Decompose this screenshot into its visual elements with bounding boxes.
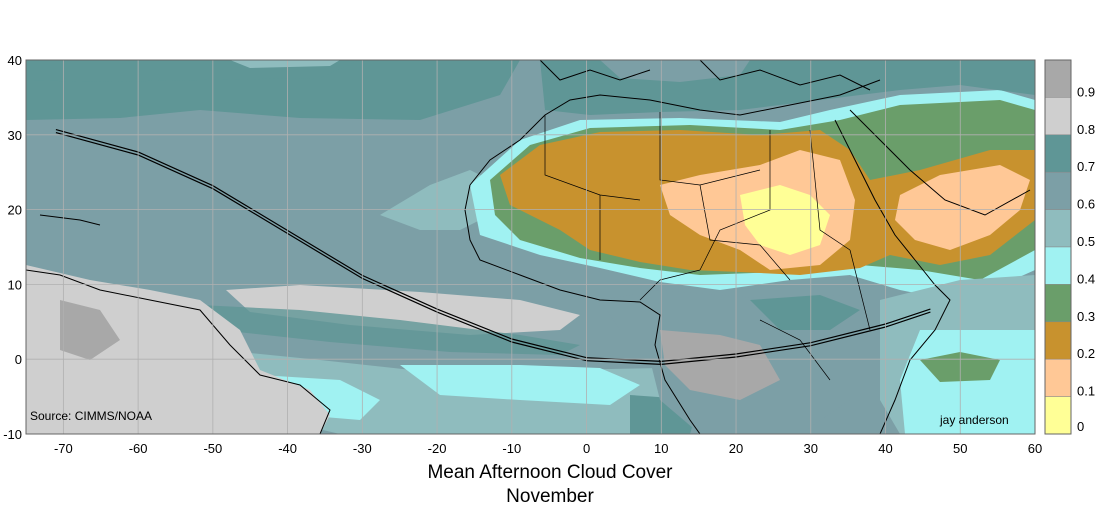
legend-swatch xyxy=(1044,59,1072,98)
x-tick-label: 50 xyxy=(953,441,967,456)
color-legend: 0.9 0.8 0.7 0.6 0.5 0.4 0.3 0.2 0.1 0 xyxy=(1044,59,1095,435)
x-tick-label: -50 xyxy=(203,441,222,456)
x-tick-label: -30 xyxy=(353,441,372,456)
region-itcz-grey xyxy=(226,285,580,335)
map-subtitle: November xyxy=(506,486,594,507)
x-tick-label: -10 xyxy=(502,441,521,456)
legend-swatch xyxy=(1044,171,1072,210)
x-tick-label: -70 xyxy=(54,441,73,456)
y-tick-label: 30 xyxy=(8,128,22,143)
legend-swatch xyxy=(1044,97,1072,136)
region-south-america-dark xyxy=(60,300,120,360)
legend-label: 0.8 xyxy=(1077,122,1095,137)
region-south-atlantic-cyan-2 xyxy=(400,365,640,405)
region-central-africa-dark xyxy=(660,330,780,400)
legend-label: 0.7 xyxy=(1077,159,1095,174)
x-tick-label: 0 xyxy=(583,441,590,456)
legend-swatch xyxy=(1044,284,1072,323)
x-tick-label: 60 xyxy=(1028,441,1042,456)
legend-label: 0.3 xyxy=(1077,309,1095,324)
x-tick-label: 30 xyxy=(804,441,818,456)
source-label: Source: CIMMS/NOAA xyxy=(30,409,152,423)
region-central-africa-mid xyxy=(750,295,860,330)
region-europe xyxy=(600,60,750,82)
legend-swatch xyxy=(1044,209,1072,248)
x-tick-label: 40 xyxy=(878,441,892,456)
region-north-light-band xyxy=(230,60,340,68)
coastlines xyxy=(26,60,1031,434)
y-tick-label: 40 xyxy=(8,53,22,68)
x-tick-label: -60 xyxy=(129,441,148,456)
x-tick-label: -20 xyxy=(428,441,447,456)
legend-frame xyxy=(1044,59,1072,435)
y-tick-label: 10 xyxy=(8,277,22,292)
legend-swatch xyxy=(1044,246,1072,285)
map-plot-area xyxy=(26,60,1035,434)
y-tick-label: -10 xyxy=(3,427,22,442)
region-sahara-yellow xyxy=(740,185,830,255)
x-tick-label: 20 xyxy=(729,441,743,456)
y-tick-label: 20 xyxy=(8,203,22,218)
x-tick-label: 10 xyxy=(654,441,668,456)
legend-swatch xyxy=(1044,321,1072,360)
plot-frame xyxy=(25,59,1036,435)
map-title: Mean Afternoon Cloud Cover xyxy=(427,462,673,483)
x-axis-ticks: -70 -60 -50 -40 -30 -20 -10 0 10 20 30 40 50 60 xyxy=(54,441,1042,456)
legend-label: 0.5 xyxy=(1077,234,1095,249)
legend-label: 0.1 xyxy=(1077,384,1095,399)
legend-swatch xyxy=(1044,358,1072,397)
legend-label: 0 xyxy=(1077,419,1084,434)
author-label: jay anderson xyxy=(939,413,1009,427)
country-borders xyxy=(544,112,871,381)
legend-label: 0.4 xyxy=(1077,271,1095,286)
region-itcz-dark xyxy=(200,305,580,355)
x-tick-label: -40 xyxy=(278,441,297,456)
legend-swatch xyxy=(1044,396,1072,435)
legend-label: 0.9 xyxy=(1077,84,1095,99)
legend-label: 0.6 xyxy=(1077,197,1095,212)
legend-label: 0.2 xyxy=(1077,346,1095,361)
region-south-america xyxy=(26,265,330,434)
region-indian-ocean-cyan xyxy=(900,330,1035,434)
legend-swatch xyxy=(1044,134,1072,173)
y-axis-ticks: 40 30 20 10 0 -10 xyxy=(3,53,22,442)
y-tick-label: 0 xyxy=(15,352,22,367)
